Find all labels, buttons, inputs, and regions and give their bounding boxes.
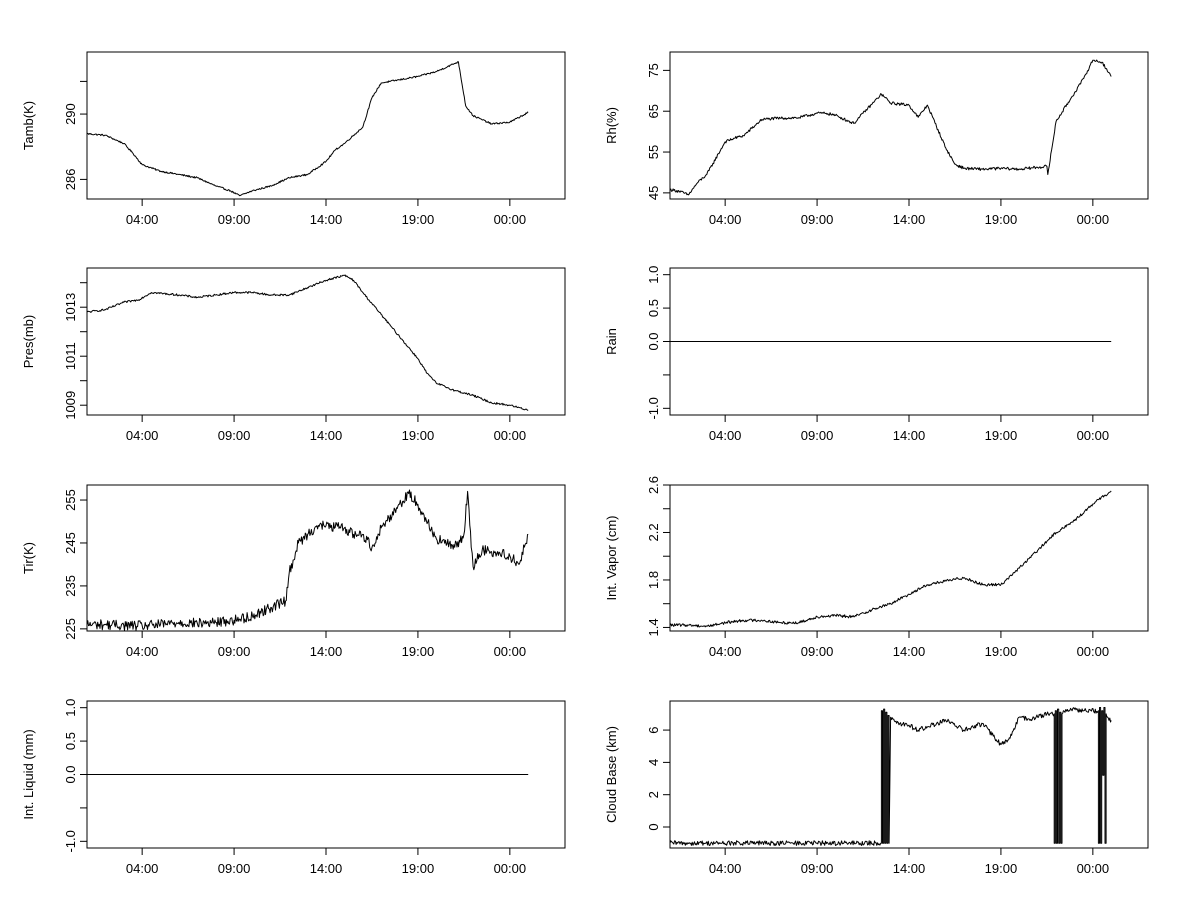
x-tick-label: 14:00 xyxy=(310,428,343,443)
x-tick-label: 09:00 xyxy=(801,212,834,227)
y-tick-label: 0.5 xyxy=(63,732,78,750)
x-tick-label: 19:00 xyxy=(985,428,1018,443)
x-tick-label: 00:00 xyxy=(1077,428,1110,443)
series-line-vapor xyxy=(669,490,1112,628)
panel-pres: 1009 1011 1013 04:00 09:00 14:00 19:00 00:00 Pre… xyxy=(21,267,566,443)
panel-vapor: 1.4 1.8 2.2 2.6 04:00 09:00 14:00 19:00 00:00 Int… xyxy=(604,476,1149,659)
y-tick-label: 1.0 xyxy=(646,266,661,284)
series-line-tir xyxy=(86,489,529,631)
y-tick-label: 75 xyxy=(646,63,661,77)
x-tick-label: 00:00 xyxy=(494,428,527,443)
series-line-cloudbase xyxy=(669,707,1112,846)
x-tick-label: 19:00 xyxy=(402,212,435,227)
y-axis-label: Int. Vapor (cm) xyxy=(604,515,619,600)
panel-tamb: 286 290 04:00 09:00 14:00 19:00 00:00 Tamb(K) xyxy=(21,51,566,227)
y-tick-label: 1013 xyxy=(63,293,78,322)
x-tick-label: 04:00 xyxy=(126,861,159,876)
x-tick-label: 09:00 xyxy=(218,861,251,876)
panel-tir: 225 235 245 255 04:00 09:00 14:00 19:00 00:00 Tir… xyxy=(21,484,566,659)
y-axis-label: Tir(K) xyxy=(21,542,36,574)
y-tick-label: 6 xyxy=(646,726,661,733)
x-tick-label: 09:00 xyxy=(218,428,251,443)
x-tick-label: 09:00 xyxy=(801,644,834,659)
y-tick-label: 1.4 xyxy=(646,618,661,636)
plot-frame xyxy=(669,484,1149,632)
y-tick-label: 235 xyxy=(63,575,78,597)
x-tick-label: 04:00 xyxy=(709,428,742,443)
x-tick-label: 14:00 xyxy=(893,428,926,443)
panel-cloudbase: 0 2 4 6 04:00 09:00 14:00 19:00 00:00 Cloud Base … xyxy=(604,700,1149,876)
x-tick-label: 09:00 xyxy=(218,644,251,659)
series-line-rh xyxy=(669,59,1112,196)
x-tick-label: 19:00 xyxy=(985,212,1018,227)
plot-frame xyxy=(669,51,1149,200)
series-line-tamb xyxy=(86,61,529,197)
x-tick-label: 00:00 xyxy=(494,861,527,876)
x-tick-label: 14:00 xyxy=(893,212,926,227)
x-tick-label: 09:00 xyxy=(801,428,834,443)
x-tick-label: 14:00 xyxy=(310,644,343,659)
plot-frame xyxy=(86,51,566,200)
y-axis-label: Pres(mb) xyxy=(21,315,36,368)
y-tick-label: 55 xyxy=(646,145,661,159)
panel-liquid: -1.0 0.0 0.5 1.0 04:00 09:00 14:00 19:00 00:00 In… xyxy=(21,699,566,876)
y-tick-label: -1.0 xyxy=(63,830,78,852)
x-tick-label: 09:00 xyxy=(218,212,251,227)
x-tick-label: 04:00 xyxy=(709,644,742,659)
y-tick-label: 1.0 xyxy=(63,699,78,717)
y-tick-label: 45 xyxy=(646,186,661,200)
x-tick-label: 00:00 xyxy=(1077,861,1110,876)
x-tick-label: 19:00 xyxy=(402,861,435,876)
x-tick-label: 14:00 xyxy=(310,212,343,227)
y-tick-label: 0.5 xyxy=(646,299,661,317)
y-axis-label: Tamb(K) xyxy=(21,101,36,150)
series-line-pres xyxy=(86,274,529,411)
x-tick-label: 14:00 xyxy=(893,861,926,876)
x-tick-label: 19:00 xyxy=(402,428,435,443)
x-tick-label: 00:00 xyxy=(494,212,527,227)
x-tick-label: 04:00 xyxy=(126,428,159,443)
y-tick-label: 1011 xyxy=(63,342,78,370)
y-tick-label: 225 xyxy=(63,618,78,640)
y-axis-label: Rain xyxy=(604,328,619,355)
x-tick-label: 04:00 xyxy=(126,644,159,659)
y-axis-label: Cloud Base (km) xyxy=(604,726,619,823)
panel-rh: 45 55 65 75 04:00 09:00 14:00 19:00 00:00 Rh(%) xyxy=(604,51,1149,227)
y-tick-label: 2.2 xyxy=(646,523,661,541)
y-axis-label: Rh(%) xyxy=(604,107,619,144)
y-tick-label: 2.6 xyxy=(646,476,661,494)
y-tick-label: 2 xyxy=(646,791,661,798)
y-tick-label: 0.0 xyxy=(646,332,661,350)
y-tick-label: 4 xyxy=(646,759,661,766)
x-tick-label: 00:00 xyxy=(1077,212,1110,227)
x-tick-label: 19:00 xyxy=(985,861,1018,876)
x-tick-label: 14:00 xyxy=(893,644,926,659)
panel-rain: -1.0 0.0 0.5 1.0 04:00 09:00 14:00 19:00 00:00 Ra… xyxy=(604,266,1149,443)
y-tick-label: 286 xyxy=(63,169,78,191)
x-tick-label: 09:00 xyxy=(801,861,834,876)
x-tick-label: 19:00 xyxy=(985,644,1018,659)
x-tick-label: 19:00 xyxy=(402,644,435,659)
y-tick-label: 0 xyxy=(646,823,661,830)
y-tick-label: 245 xyxy=(63,532,78,554)
y-tick-label: -1.0 xyxy=(646,397,661,419)
y-tick-label: 1009 xyxy=(63,391,78,420)
plot-frame xyxy=(86,484,566,632)
y-axis-label: Int. Liquid (mm) xyxy=(21,729,36,819)
y-tick-label: 65 xyxy=(646,104,661,118)
plot-frame xyxy=(669,700,1149,849)
x-tick-label: 14:00 xyxy=(310,861,343,876)
y-tick-label: 290 xyxy=(63,103,78,125)
y-tick-label: 0.0 xyxy=(63,765,78,783)
x-tick-label: 00:00 xyxy=(1077,644,1110,659)
x-tick-label: 04:00 xyxy=(709,861,742,876)
y-tick-label: 1.8 xyxy=(646,571,661,589)
y-tick-label: 255 xyxy=(63,489,78,511)
x-tick-label: 04:00 xyxy=(126,212,159,227)
x-tick-label: 04:00 xyxy=(709,212,742,227)
x-tick-label: 00:00 xyxy=(494,644,527,659)
plot-frame xyxy=(86,267,566,416)
